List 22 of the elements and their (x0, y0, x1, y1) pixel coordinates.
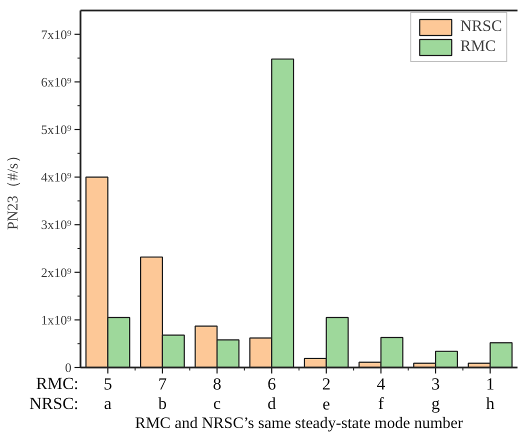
category-label: 1 h (486, 374, 494, 413)
y-tick-label: 5x10⁹ (40, 122, 72, 137)
legend-label: RMC (460, 38, 496, 56)
y-tick-label: 3x10⁹ (40, 217, 72, 232)
y-tick-label: 7x10⁹ (40, 26, 72, 42)
y-tick-label: 0 (65, 360, 72, 375)
category-label: 5 a (104, 374, 112, 413)
y-tick-label: 6x10⁹ (40, 74, 72, 90)
legend-label: NRSC (460, 18, 502, 36)
category-label: 7 b (158, 374, 167, 413)
y-axis-title: PN23（#/s） (6, 148, 22, 230)
text: NRSC: (29, 394, 79, 413)
category-label: 3 g (431, 374, 440, 413)
category-label: 8 c (212, 374, 222, 413)
category-label: 2 e (322, 374, 331, 414)
y-tick-label: 2x10⁹ (40, 264, 72, 280)
y-tick-label: 4x10⁹ (40, 170, 72, 185)
y-tick-label: 1x10⁹ (40, 312, 72, 328)
category-label: 4 f (376, 374, 386, 413)
x-axis-title: RMC and NRSC’s same steady-state mode number (135, 415, 464, 432)
text: RMC: (36, 374, 79, 393)
category-label: 6 d (267, 374, 276, 413)
